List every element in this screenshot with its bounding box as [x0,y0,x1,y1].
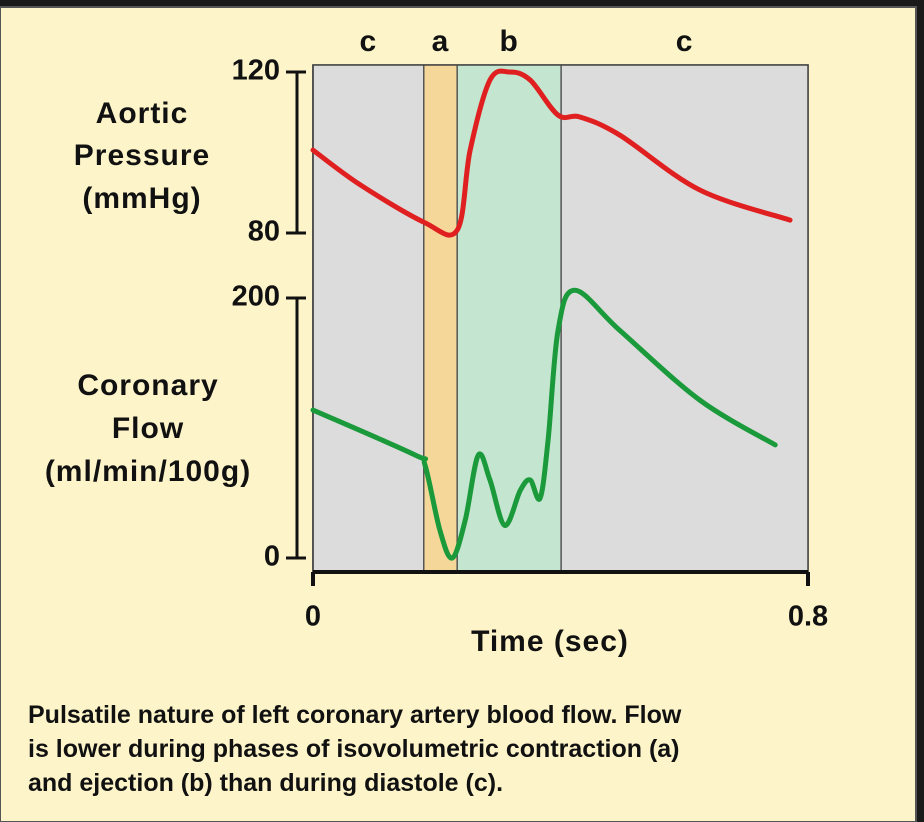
x-tick-label: 0.8 [788,601,828,633]
y-axis-label: (ml/min/100g) [45,455,251,488]
phase-label: c [360,25,378,58]
y-axis-label: Aortic [96,97,189,130]
data-line [310,68,793,238]
phase-label: c [676,25,694,58]
y-axis-label: Flow [112,412,184,445]
y-axis-label: (mmHg) [82,182,201,215]
x-axis-label: Time (sec) [471,625,629,658]
y-axis-label: Pressure [74,139,210,172]
data-line [310,287,778,561]
caption-line: Pulsatile nature of left coronary artery… [28,701,682,729]
y-tick-label: 0 [264,541,280,573]
phase-band [561,65,808,572]
y-tick-label: 200 [232,281,280,313]
phase-band [313,65,424,572]
phase-label: a [432,25,450,58]
caption-line: is lower during phases of isovolumetric … [28,735,680,763]
x-tick-label: 0 [305,601,321,633]
y-tick-label: 80 [248,216,280,248]
caption-line: and ejection (b) than during diastole (c… [28,769,503,797]
y-tick-label: 120 [232,55,280,87]
y-axis-label: Coronary [77,369,218,402]
phase-label: b [499,25,518,58]
phase-band [423,65,458,572]
